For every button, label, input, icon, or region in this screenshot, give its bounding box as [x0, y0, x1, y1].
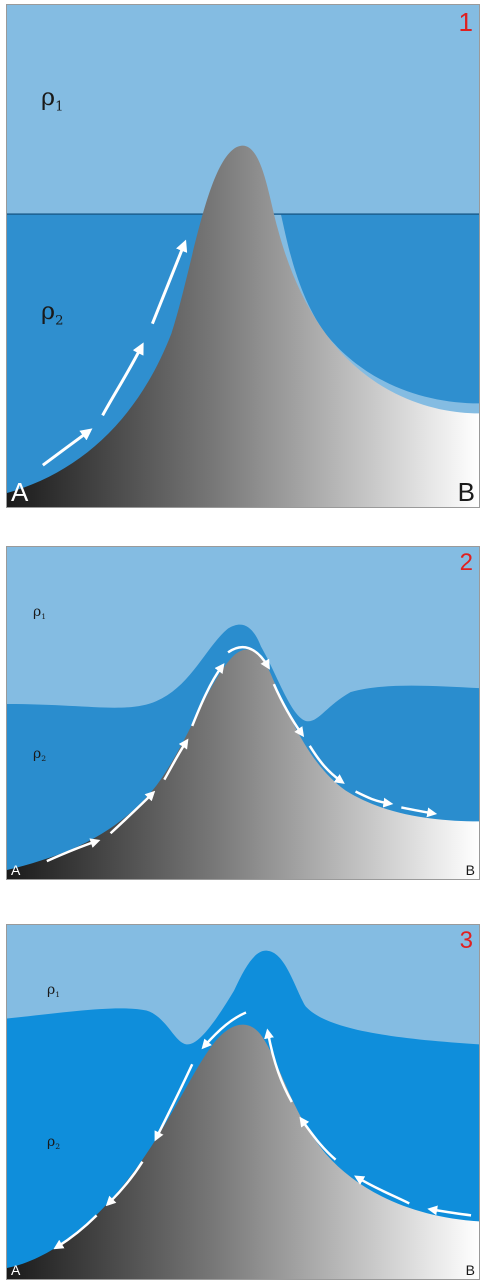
panel-number: 2 [459, 549, 473, 576]
panel-1-illustration [7, 5, 479, 507]
rho-2-label: ρ2 [33, 746, 47, 764]
flow-arrow-7 [105, 1161, 144, 1207]
flow-arrow-8 [354, 790, 394, 808]
label-a: A [11, 1262, 21, 1278]
flow-arrow-1 [46, 838, 101, 863]
flow-arrow-7 [308, 745, 345, 784]
rho-2-label: ρ2 [47, 1134, 61, 1152]
flow-arrow-3 [150, 239, 188, 325]
label-b: B [457, 477, 475, 507]
rho-2-label: ρ2 [41, 297, 64, 329]
mountain [7, 145, 479, 507]
label-b: B [465, 1262, 475, 1278]
panel-number: 1 [458, 7, 473, 37]
flow-arrow-4 [264, 1028, 293, 1103]
mountain [7, 1024, 479, 1279]
flow-arrow-3 [299, 1116, 337, 1161]
rho-1-label: ρ1 [41, 83, 64, 115]
flow-arrow-1 [41, 428, 93, 467]
panel-1: 1 ρ1 ρ2 A B [6, 4, 480, 508]
rho-1-label: ρ1 [47, 982, 61, 1000]
flow-arrow-2 [101, 342, 144, 417]
flow-arrow-4 [191, 663, 225, 727]
flow-arrow-6 [272, 683, 305, 738]
flow-arrow-2 [354, 1175, 410, 1205]
flow-arrow-9 [401, 806, 438, 818]
flow-arrow-5 [227, 645, 270, 670]
flow-arrow-6 [154, 1063, 194, 1142]
label-b: B [465, 862, 475, 878]
panel-number: 3 [459, 927, 473, 954]
rho-1-label: ρ1 [33, 604, 47, 622]
panel-3-illustration [7, 925, 479, 1279]
flow-arrow-1 [427, 1205, 472, 1217]
label-a: A [11, 477, 29, 507]
flow-arrow-3 [163, 738, 189, 781]
panel-3: 3 ρ1 ρ2 A B [6, 924, 480, 1280]
flow-arrow-2 [109, 790, 156, 835]
panel-2: 2 ρ1 ρ2 A B [6, 546, 480, 880]
label-a: A [11, 862, 21, 878]
panel-2-illustration [7, 547, 479, 879]
flow-arrow-8 [53, 1214, 98, 1250]
mountain [7, 649, 479, 879]
flow-arrow-5 [201, 1011, 247, 1050]
